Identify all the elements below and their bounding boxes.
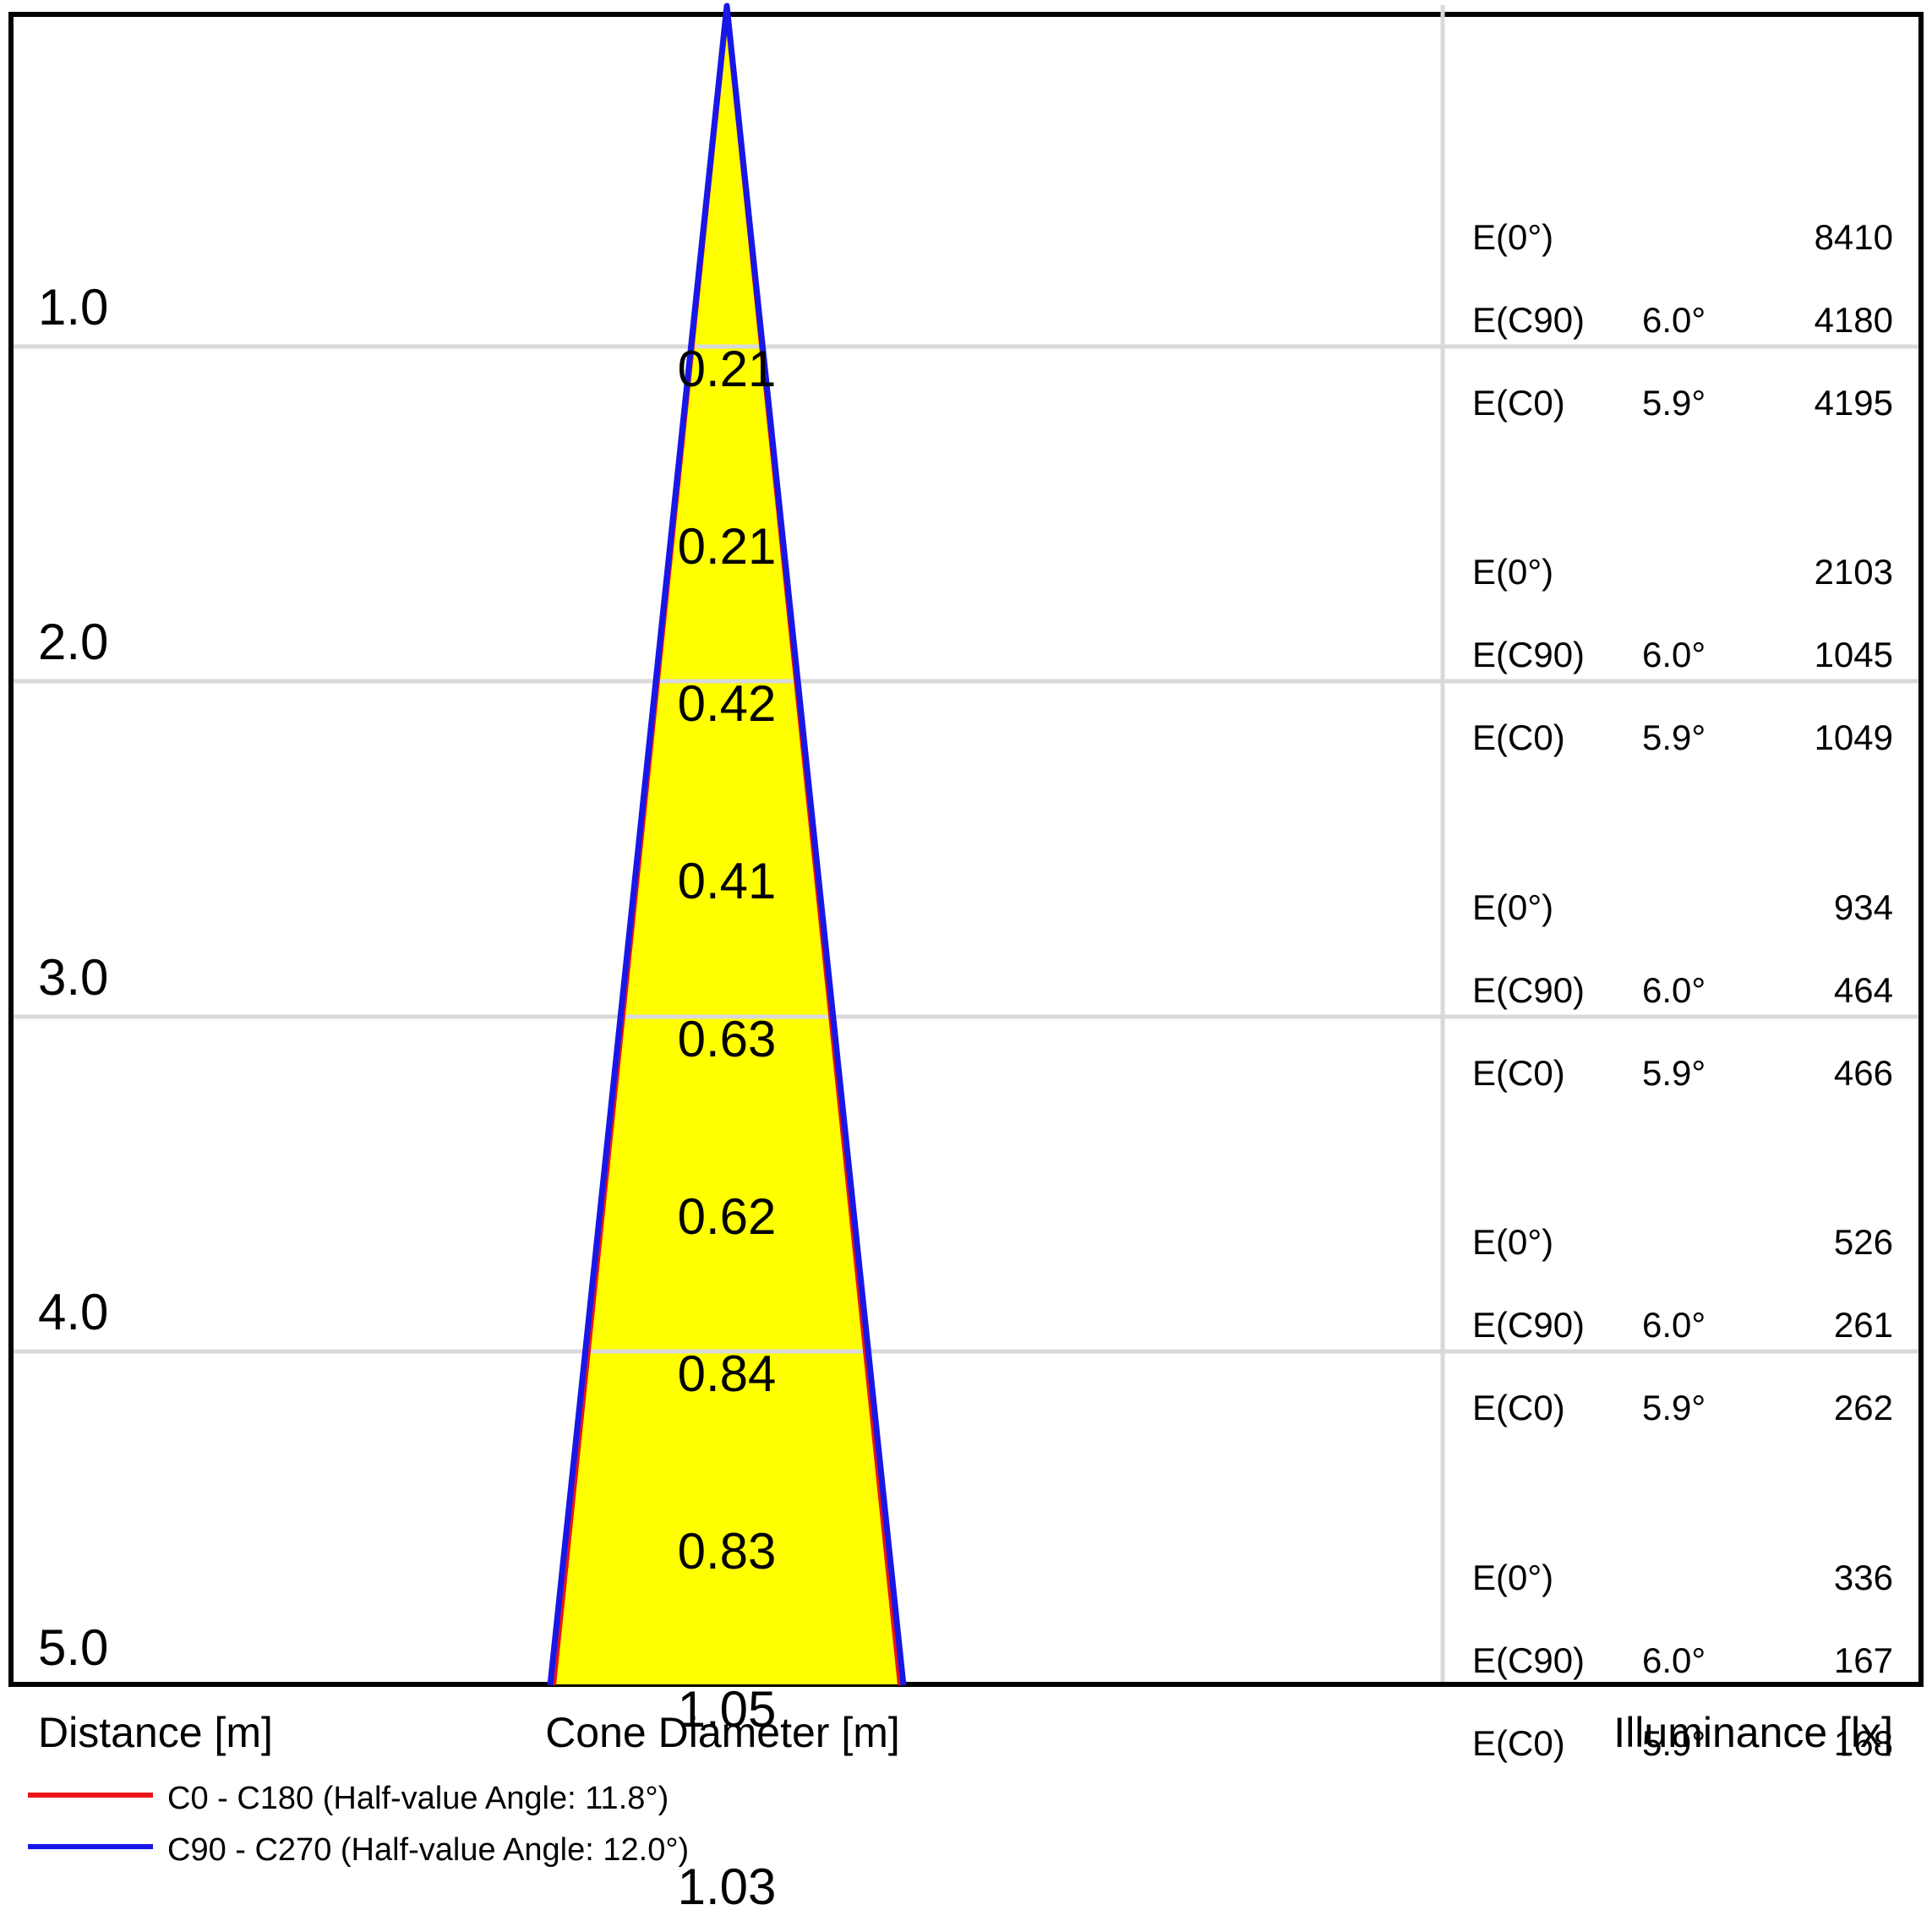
distance-label-1m: 1.0 (38, 279, 109, 336)
illuminance-line: E(C90) 6.0° 464 (1472, 964, 1893, 1017)
c0-c180-legend-line-icon (28, 1793, 153, 1798)
e-angle: 5.9° (1642, 383, 1706, 423)
e-label: E(0°) (1472, 217, 1554, 257)
e-angle: 5.9° (1642, 1053, 1706, 1093)
distance-label-2m: 2.0 (38, 614, 109, 670)
cone-diameter-c90: 1.05 (677, 1681, 777, 1738)
e-value: 466 (1833, 1053, 1893, 1093)
distance-axis-label: Distance [m] (38, 1709, 273, 1756)
distance-label-4m: 4.0 (38, 1284, 109, 1340)
illuminance-line: E(C0) 5.9° 262 (1472, 1382, 1893, 1434)
c90-c270-legend-label: C90 - C270 (Half-value Angle: 12.0°) (167, 1832, 690, 1868)
cone-diameter-c0: 0.41 (677, 853, 777, 909)
illuminance-line: E(C0) 5.9° 466 (1472, 1047, 1893, 1100)
cone-diameter-c90: 0.42 (677, 675, 777, 732)
cone-diameter-labels-3m: 0.63 0.62 (558, 892, 896, 1365)
diagram-border (8, 12, 1924, 1687)
e-value: 262 (1833, 1388, 1893, 1427)
cone-diameter-labels-1m: 0.21 0.21 (558, 221, 896, 695)
illuminance-line: E(0°) 2103 (1472, 546, 1893, 598)
cone-diameter-c0: 1.03 (677, 1858, 777, 1915)
e-value: 8410 (1814, 217, 1893, 257)
cone-diameter-labels-4m: 0.84 0.83 (558, 1226, 896, 1700)
e-angle: 5.9° (1642, 718, 1706, 757)
e-label: E(0°) (1472, 887, 1554, 927)
illuminance-line: E(C90) 6.0° 167 (1472, 1635, 1893, 1687)
e-value: 934 (1833, 887, 1893, 927)
e-value: 2103 (1814, 552, 1893, 592)
illuminance-line: E(C90) 6.0° 1045 (1472, 629, 1893, 681)
e-angle: 6.0° (1642, 1640, 1706, 1680)
c90-c270-legend-line-icon (28, 1844, 153, 1849)
illuminance-line: E(0°) 934 (1472, 881, 1893, 934)
illuminance-axis-label: Illuminance [lx] (1613, 1709, 1893, 1756)
e-angle: 6.0° (1642, 970, 1706, 1010)
e-label: E(C90) (1472, 635, 1585, 674)
e-value: 1049 (1814, 718, 1893, 757)
e-label: E(0°) (1472, 1558, 1554, 1597)
cone-diameter-axis-label: Cone Diameter [m] (545, 1709, 900, 1756)
illuminance-block-4m: E(0°) 526 E(C90) 6.0° 261 E(C0) 5.9° 262 (1472, 1186, 1893, 1465)
e-label: E(C90) (1472, 300, 1585, 340)
illuminance-block-2m: E(0°) 2103 E(C90) 6.0° 1045 E(C0) 5.9° 1… (1472, 516, 1893, 794)
e-value: 526 (1833, 1222, 1893, 1262)
illuminance-line: E(0°) 8410 (1472, 211, 1893, 264)
illuminance-line: E(0°) 526 (1472, 1216, 1893, 1269)
c0-c180-legend-label: C0 - C180 (Half-value Angle: 11.8°) (167, 1781, 669, 1816)
illuminance-block-1m: E(0°) 8410 E(C90) 6.0° 4180 E(C0) 5.9° 4… (1472, 181, 1893, 460)
e-label: E(C90) (1472, 1305, 1585, 1345)
e-value: 464 (1833, 970, 1893, 1010)
row-gridlines (14, 344, 1918, 1354)
cone-diameter-c90: 0.21 (677, 341, 777, 397)
cone-diameter-c90: 0.84 (677, 1345, 777, 1402)
cone-diameter-labels-5m: 1.05 1.03 (558, 1562, 896, 1932)
e-angle: 5.9° (1642, 1388, 1706, 1427)
cone-diameter-labels-2m: 0.42 0.41 (558, 556, 896, 1029)
e-value: 4180 (1814, 300, 1893, 340)
illuminance-line: E(C0) 5.9° 4195 (1472, 377, 1893, 429)
e-label: E(C0) (1472, 1723, 1565, 1763)
e-value: 168 (1833, 1723, 1893, 1763)
e-label: E(C0) (1472, 718, 1565, 757)
illuminance-line: E(C90) 6.0° 4180 (1472, 294, 1893, 347)
illuminance-line: E(C0) 5.9° 168 (1472, 1717, 1893, 1770)
e-angle: 6.0° (1642, 300, 1706, 340)
e-label: E(0°) (1472, 552, 1554, 592)
cone-diameter-c0: 0.21 (677, 518, 777, 575)
e-value: 261 (1833, 1305, 1893, 1345)
e-value: 167 (1833, 1640, 1893, 1680)
e-label: E(C0) (1472, 1388, 1565, 1427)
e-label: E(0°) (1472, 1222, 1554, 1262)
cone-diameter-c90: 0.63 (677, 1011, 777, 1067)
e-value: 1045 (1814, 635, 1893, 674)
e-value: 4195 (1814, 383, 1893, 423)
illuminance-block-5m: E(0°) 336 E(C90) 6.0° 167 E(C0) 5.9° 168 (1472, 1521, 1893, 1800)
illuminance-line: E(0°) 336 (1472, 1552, 1893, 1604)
illuminance-block-3m: E(0°) 934 E(C90) 6.0° 464 E(C0) 5.9° 466 (1472, 851, 1893, 1130)
distance-label-5m: 5.0 (38, 1619, 109, 1676)
distance-label-3m: 3.0 (38, 949, 109, 1006)
e-label: E(C0) (1472, 383, 1565, 423)
e-label: E(C90) (1472, 970, 1585, 1010)
e-angle: 6.0° (1642, 635, 1706, 674)
cone-diameter-c0: 0.62 (677, 1188, 777, 1245)
illuminance-line: E(C90) 6.0° 261 (1472, 1299, 1893, 1351)
cone-diameter-c0: 0.83 (677, 1523, 777, 1580)
c90-c270-cone-line (547, 3, 907, 1686)
e-label: E(C90) (1472, 1640, 1585, 1680)
e-angle: 5.9° (1642, 1723, 1706, 1763)
e-label: E(C0) (1472, 1053, 1565, 1093)
e-value: 336 (1833, 1558, 1893, 1597)
cone-fill (554, 8, 900, 1684)
e-angle: 6.0° (1642, 1305, 1706, 1345)
illuminance-line: E(C0) 5.9° 1049 (1472, 712, 1893, 764)
